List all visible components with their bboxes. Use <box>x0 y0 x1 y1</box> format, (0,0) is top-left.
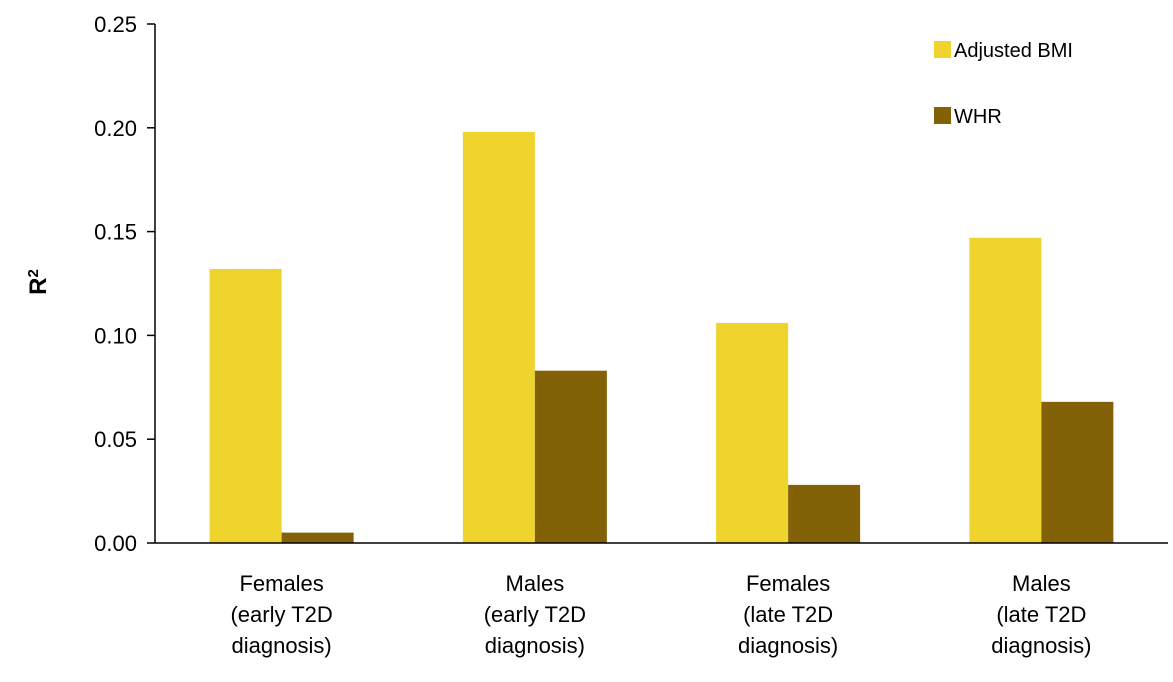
x-tick-label: Males <box>506 571 565 596</box>
y-tick-label: 0.00 <box>94 531 137 556</box>
bar-whr <box>281 532 354 543</box>
legend-swatch <box>934 41 951 58</box>
y-tick-label: 0.20 <box>94 116 137 141</box>
bar-adjusted-bmi <box>969 237 1042 543</box>
x-tick-label: diagnosis) <box>738 633 838 658</box>
x-tick-label: diagnosis) <box>485 633 585 658</box>
bar-adjusted-bmi <box>716 322 789 543</box>
x-tick-label: diagnosis) <box>231 633 331 658</box>
bar-whr <box>1041 401 1114 543</box>
y-axis-title-superscript: 2 <box>25 269 42 277</box>
y-axis-title: R2 <box>25 269 53 295</box>
legend-swatch <box>934 107 951 124</box>
legend-label: WHR <box>954 106 1002 128</box>
y-tick-label: 0.15 <box>94 220 137 245</box>
x-tick-label: Males <box>1012 571 1071 596</box>
bar-whr <box>788 484 861 543</box>
y-axis-title-main: R <box>25 278 52 295</box>
bar-whr <box>534 370 607 543</box>
y-tick-label: 0.25 <box>94 12 137 37</box>
x-tick-label: diagnosis) <box>991 633 1091 658</box>
x-axis: Females (early T2D diagnosis) Males (early T… <box>155 542 1168 658</box>
bars <box>209 131 1114 543</box>
x-tick-label: (early T2D <box>484 602 586 627</box>
x-tick-label: (late T2D <box>743 602 833 627</box>
x-tick-label: (late T2D <box>996 602 1086 627</box>
legend-label: Adjusted BMI <box>954 40 1073 62</box>
y-tick-label: 0.05 <box>94 427 137 452</box>
bar-adjusted-bmi <box>209 268 282 543</box>
legend: Adjusted BMI WHR <box>934 40 1073 128</box>
x-tick-label: Females <box>746 571 830 596</box>
x-tick-label: (early T2D <box>230 602 332 627</box>
bar-adjusted-bmi <box>462 131 535 543</box>
y-axis: 0.00 0.05 0.10 0.15 0.20 0.25 <box>94 12 156 556</box>
x-tick-label: Females <box>239 571 323 596</box>
y-tick-label: 0.10 <box>94 323 137 348</box>
